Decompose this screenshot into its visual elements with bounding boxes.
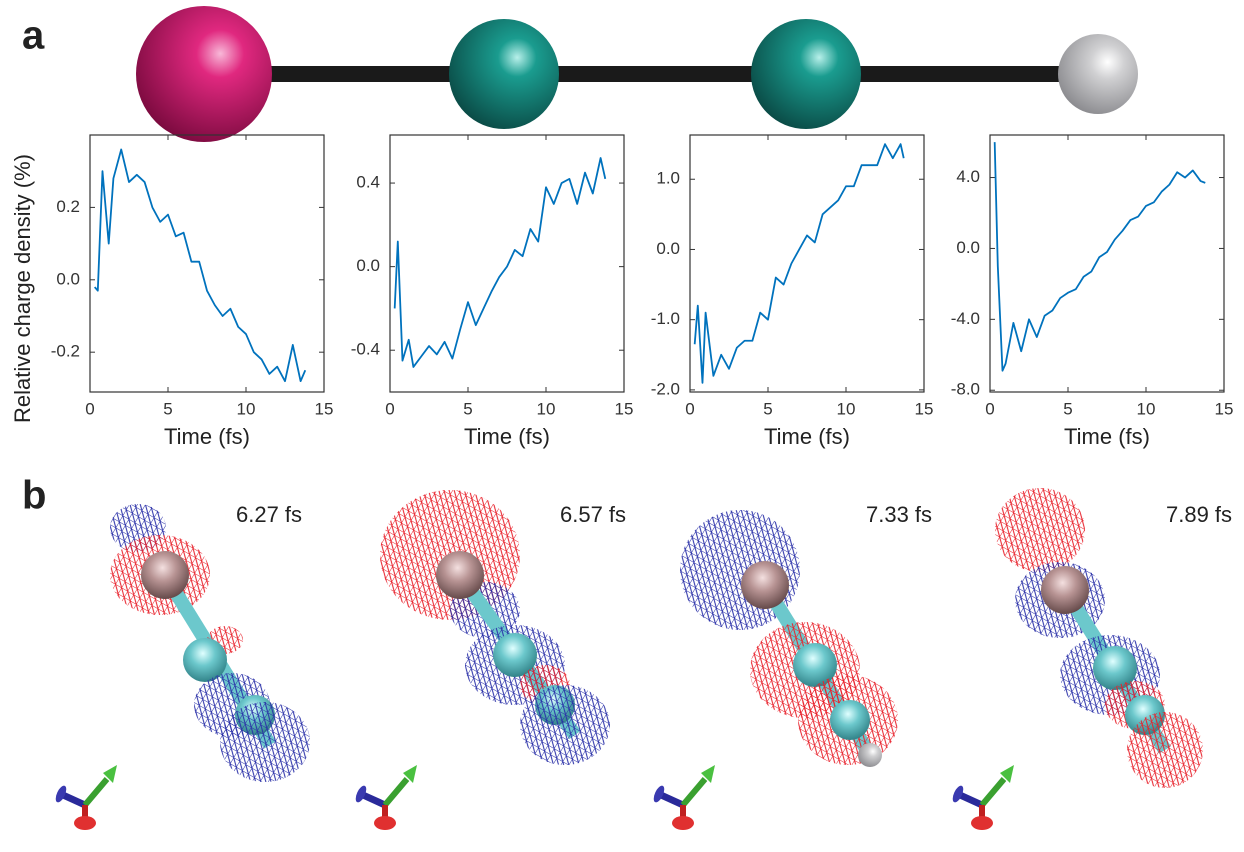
x-tick-label: 5 <box>463 399 472 418</box>
y-tick-label: -4.0 <box>951 309 980 328</box>
y-tick-label: 0.0 <box>656 239 680 258</box>
x-tick-label: 0 <box>985 399 994 418</box>
axis-triad <box>951 765 1014 830</box>
y-tick-label: -8.0 <box>951 380 980 399</box>
x-axis-label: Time (fs) <box>764 424 850 449</box>
x-tick-label: 5 <box>1063 399 1072 418</box>
molecule-schematic <box>136 6 1138 142</box>
x-axis-label: Time (fs) <box>464 424 550 449</box>
x-axis-label: Time (fs) <box>164 424 250 449</box>
isosurface-2 <box>380 490 610 765</box>
y-tick-label: 4.0 <box>956 167 980 186</box>
axis-triad <box>54 765 117 830</box>
data-line <box>993 142 1206 372</box>
x-tick-label: 10 <box>1137 399 1156 418</box>
y-tick-label: 0.4 <box>356 173 380 192</box>
plot-frame <box>989 134 1225 393</box>
x-tick-label: 15 <box>615 399 634 418</box>
y-tick-label: -0.2 <box>51 342 80 361</box>
snapshot-time: 6.27 fs <box>236 502 302 527</box>
x-tick-label: 10 <box>837 399 856 418</box>
panel-label: a <box>22 14 45 58</box>
panel-label: b <box>22 474 46 518</box>
data-line <box>393 157 607 368</box>
x-tick-label: 10 <box>537 399 556 418</box>
y-tick-label: -2.0 <box>651 379 680 398</box>
y-tick-label: 1.0 <box>656 169 680 188</box>
y-tick-label: 0.0 <box>956 238 980 257</box>
x-tick-label: 0 <box>685 399 694 418</box>
y-tick-label: -1.0 <box>651 309 680 328</box>
x-axis-label: Time (fs) <box>1064 424 1150 449</box>
x-tick-label: 0 <box>85 399 94 418</box>
x-tick-label: 15 <box>1215 399 1234 418</box>
y-axis-label: Relative charge density (%) <box>10 154 35 423</box>
data-line <box>693 143 905 384</box>
snapshot-time: 7.33 fs <box>866 502 932 527</box>
snapshot-time: 6.57 fs <box>560 502 626 527</box>
axis-triad <box>652 765 715 830</box>
y-tick-label: 0.0 <box>356 256 380 275</box>
data-line <box>93 148 307 383</box>
isosurface-3 <box>680 510 898 767</box>
x-tick-label: 15 <box>315 399 334 418</box>
x-tick-label: 5 <box>763 399 772 418</box>
isosurface-1 <box>110 504 310 782</box>
y-tick-label: 0.0 <box>56 269 80 288</box>
y-tick-label: -0.4 <box>351 340 380 359</box>
x-tick-label: 0 <box>385 399 394 418</box>
plot-frame <box>689 134 925 393</box>
x-tick-label: 15 <box>915 399 934 418</box>
x-tick-label: 5 <box>163 399 172 418</box>
plot-frame <box>89 134 325 393</box>
snapshot-time: 7.89 fs <box>1166 502 1232 527</box>
x-tick-label: 10 <box>237 399 256 418</box>
plot-frame <box>389 134 625 393</box>
y-tick-label: 0.2 <box>56 197 80 216</box>
axis-triad <box>354 765 417 830</box>
isosurface-4 <box>995 488 1203 788</box>
